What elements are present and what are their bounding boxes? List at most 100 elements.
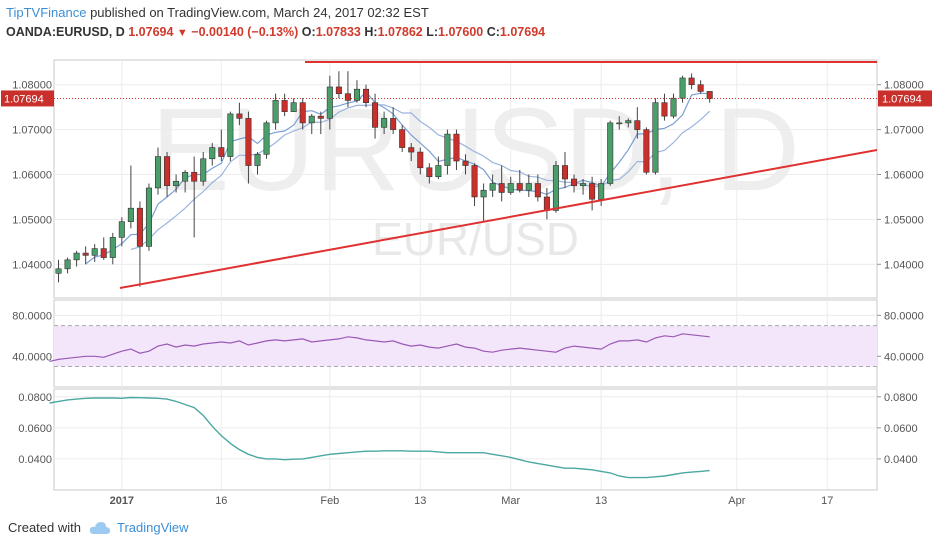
candle-body <box>91 248 98 256</box>
price-y-tick-left: 1.05000 <box>12 214 52 226</box>
rsi-y-tick-left: 80.0000 <box>12 310 52 322</box>
candle-body <box>444 133 451 166</box>
candle-body <box>381 118 388 128</box>
x-tick-label: Mar <box>501 495 520 507</box>
candle-body <box>182 171 189 182</box>
pane-frame-3 <box>53 388 878 491</box>
x-tick-label: 13 <box>595 495 607 507</box>
candle-body <box>598 183 605 200</box>
candle-body <box>552 165 559 211</box>
tradingview-brand[interactable]: TradingView <box>116 520 189 535</box>
candle-body <box>299 102 306 124</box>
price-y-tick-right: 1.07000 <box>884 125 924 137</box>
candle-body <box>589 183 596 200</box>
candle-body <box>227 113 234 157</box>
candle-body <box>344 93 351 101</box>
candle-body <box>489 183 496 191</box>
low-label: L: <box>426 25 439 39</box>
watermark-pair: EUR/USD <box>372 213 579 265</box>
candle-body <box>525 183 532 191</box>
candle-body <box>462 160 469 166</box>
last-price-label-left: 1.07694 <box>4 93 44 105</box>
candle-body <box>634 120 641 130</box>
published-text: published on TradingView.com, March 24, … <box>90 5 429 20</box>
low-value: 1.07600 <box>438 25 484 39</box>
candle-body <box>191 171 198 182</box>
candle-body <box>471 165 478 198</box>
candle-body <box>245 118 252 166</box>
candle-body <box>173 180 180 187</box>
candle-body <box>55 268 62 274</box>
candle-body <box>543 196 550 211</box>
candle-body <box>679 77 686 99</box>
lower-y-tick-right: 0.0600 <box>884 423 918 435</box>
candle-body <box>200 158 207 182</box>
candle-body <box>317 115 324 119</box>
created-with-text: Created with <box>8 520 81 535</box>
lower-y-tick-right: 0.0800 <box>884 392 918 404</box>
candle-body <box>670 97 677 117</box>
lower-indicator-line <box>49 396 710 479</box>
candle-body <box>118 221 125 238</box>
candle-body <box>308 115 315 124</box>
rsi-y-tick-left: 40.0000 <box>12 351 52 363</box>
candle-body <box>643 129 650 173</box>
candle-body <box>109 237 116 258</box>
publisher-name[interactable]: TipTVFinance <box>6 5 87 20</box>
x-tick-label: Feb <box>320 495 339 507</box>
price-y-tick-left: 1.06000 <box>12 170 52 182</box>
close-value: 1.07694 <box>499 25 546 39</box>
lower-y-tick-left: 0.0600 <box>18 423 52 435</box>
price-pane <box>55 61 877 289</box>
candle-body <box>399 129 406 148</box>
candle-body <box>417 151 424 169</box>
candle-body <box>688 77 695 85</box>
last-price-box-left <box>1 90 54 107</box>
candle-body <box>390 118 397 130</box>
candle-body <box>372 102 379 128</box>
candle-body <box>100 248 107 258</box>
candle-body <box>164 156 171 187</box>
footer: Created with TradingView <box>8 520 189 535</box>
candle-body <box>498 183 505 193</box>
candle-body <box>426 167 433 178</box>
open-label: O: <box>301 25 316 39</box>
tradingview-cloud-icon <box>89 521 110 534</box>
lower-y-tick-right: 0.0400 <box>884 454 918 466</box>
candle-body <box>616 122 623 125</box>
rsi-y-tick-right: 40.0000 <box>884 351 924 363</box>
lower-y-tick-left: 0.0400 <box>18 454 52 466</box>
last-price: 1.07694 <box>128 25 174 39</box>
price-y-tick-left: 1.04000 <box>12 259 52 271</box>
last-price-label-right: 1.07694 <box>882 93 922 105</box>
x-tick-label: 2017 <box>110 495 134 507</box>
pane-frame-1 <box>53 59 878 299</box>
price-y-tick-right: 1.06000 <box>884 170 924 182</box>
candle-body <box>236 113 243 119</box>
x-tick-label: Apr <box>728 495 745 507</box>
candle-body <box>561 165 568 180</box>
x-tick-label: 16 <box>215 495 227 507</box>
candle-body <box>145 187 152 247</box>
close-label: C: <box>486 25 500 39</box>
x-tick-label: 13 <box>414 495 426 507</box>
price-y-tick-right: 1.08000 <box>884 80 924 92</box>
price-y-tick-left: 1.08000 <box>12 80 52 92</box>
rsi-line <box>49 333 710 362</box>
candle-body <box>335 86 342 94</box>
symbol-label: OANDA:EURUSD, D <box>6 25 125 39</box>
open-value: 1.07833 <box>315 25 361 39</box>
candle-body <box>154 156 162 189</box>
candle-body <box>706 91 713 99</box>
candle-body <box>571 178 578 187</box>
price-change: −0.00140 (−0.13%) <box>191 25 299 39</box>
down-arrow-icon: ▼ <box>176 27 188 39</box>
candle-body <box>136 207 143 247</box>
candle-body <box>326 86 333 119</box>
support-trendline <box>119 149 877 289</box>
candle-body <box>281 100 288 112</box>
candle-body <box>625 120 632 124</box>
ma-5-line <box>85 91 710 265</box>
candle-body <box>435 165 442 178</box>
